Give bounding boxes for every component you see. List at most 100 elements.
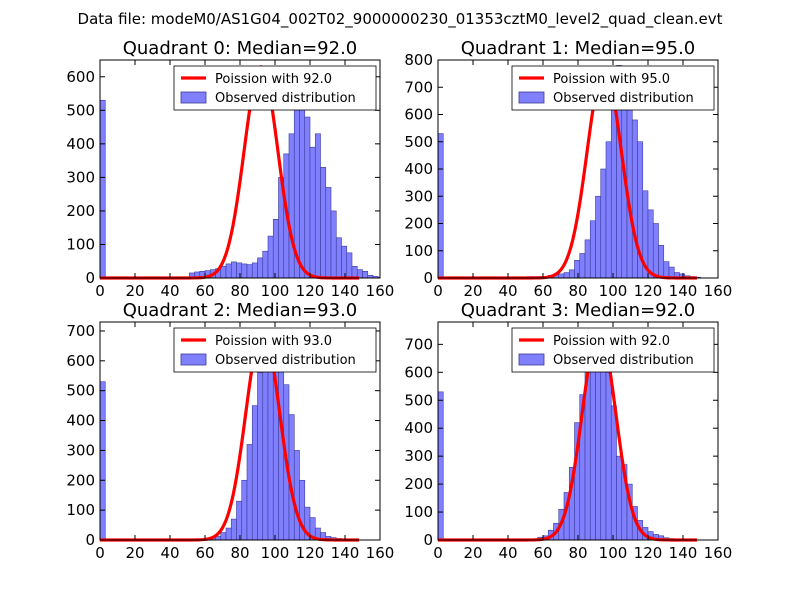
histogram-bar: [626, 86, 633, 279]
y-tick-label: 500: [66, 382, 95, 400]
legend-bar-swatch: [180, 353, 207, 366]
x-tick-label: 100: [599, 282, 628, 300]
legend-bar-swatch: [518, 91, 545, 104]
quadrant-3-bars: [437, 330, 680, 541]
y-tick-label: 400: [404, 160, 433, 178]
y-tick-label: 100: [404, 503, 433, 521]
x-tick-label: 120: [296, 282, 325, 300]
y-tick-label: 600: [404, 363, 433, 381]
figure-suptitle: Data file: modeM0/AS1G04_002T02_90000002…: [78, 10, 723, 29]
y-tick-label: 500: [66, 101, 95, 119]
x-tick-label: 40: [160, 544, 179, 562]
legend-bar-label: Observed distribution: [215, 353, 356, 368]
histogram-bar: [309, 146, 316, 279]
x-tick-label: 40: [498, 544, 517, 562]
legend-line-label: Poission with 93.0: [215, 334, 332, 349]
y-tick-label: 500: [404, 133, 433, 151]
x-tick-label: 0: [433, 544, 443, 562]
y-tick-label: 0: [423, 269, 433, 287]
histogram-bar: [293, 450, 300, 541]
quadrant-0-title: Quadrant 0: Median=92.0: [123, 38, 358, 59]
x-tick-label: 140: [331, 544, 360, 562]
histogram-bar: [225, 527, 232, 541]
histogram-bar: [314, 133, 321, 279]
histogram-bar: [99, 381, 106, 541]
histogram-bar: [220, 532, 227, 541]
y-tick-label: 100: [404, 242, 433, 260]
histogram-bar: [351, 265, 358, 279]
histogram-bar: [605, 372, 612, 541]
x-tick-label: 40: [498, 282, 517, 300]
histogram-bar: [574, 259, 581, 279]
histogram-bar: [246, 444, 253, 541]
legend-line-label: Poission with 92.0: [215, 72, 332, 87]
y-tick-label: 200: [66, 471, 95, 489]
x-tick-label: 140: [331, 282, 360, 300]
histogram-bar: [652, 223, 659, 279]
x-tick-label: 0: [95, 544, 105, 562]
legend-box: [173, 65, 377, 111]
quadrant-3-panel: Quadrant 3: Median=92.0 0 20 40 60 80 100 120 14…: [404, 300, 732, 562]
legend-bar-swatch: [518, 353, 545, 366]
legend-line-label: Poission with 95.0: [553, 72, 670, 87]
histogram-bar: [600, 168, 607, 279]
y-tick-label: 400: [404, 419, 433, 437]
y-tick-label: 200: [66, 202, 95, 220]
histogram-bar: [230, 518, 237, 541]
x-tick-label: 40: [160, 282, 179, 300]
x-tick-label: 0: [95, 282, 105, 300]
histogram-bar: [600, 344, 607, 541]
legend-box: [173, 327, 377, 373]
histogram-bar: [558, 273, 565, 279]
histogram-bar: [346, 252, 353, 279]
x-tick-label: 80: [230, 544, 249, 562]
histogram-bar: [236, 262, 243, 279]
y-tick-label: 100: [66, 501, 95, 519]
quadrant-3-title: Quadrant 3: Median=92.0: [461, 300, 696, 321]
histogram-bar: [663, 261, 670, 279]
x-tick-label: 20: [125, 282, 144, 300]
legend-bar-label: Observed distribution: [553, 353, 694, 368]
histogram-bar: [579, 253, 586, 279]
x-tick-label: 160: [704, 282, 733, 300]
histogram-bar: [262, 250, 269, 279]
legend-bar-label: Observed distribution: [553, 91, 694, 106]
x-tick-label: 80: [230, 282, 249, 300]
histogram-bar: [589, 220, 596, 279]
x-tick-label: 20: [463, 544, 482, 562]
histogram-bar: [335, 237, 342, 279]
y-tick-label: 600: [66, 352, 95, 370]
legend-bar-swatch: [180, 91, 207, 104]
x-tick-label: 20: [463, 282, 482, 300]
histogram-bar: [437, 391, 444, 541]
x-tick-label: 80: [568, 282, 587, 300]
quadrant-1-legend: Poission with 95.0 Observed distribution: [511, 65, 715, 111]
x-tick-label: 60: [533, 544, 552, 562]
y-tick-label: 0: [85, 531, 95, 549]
x-tick-label: 20: [125, 544, 144, 562]
x-tick-label: 60: [533, 282, 552, 300]
legend-line-label: Poission with 92.0: [553, 334, 670, 349]
histogram-bar: [568, 269, 575, 279]
histogram-bar: [647, 209, 654, 279]
histogram-bar: [631, 119, 638, 279]
x-tick-label: 160: [366, 544, 395, 562]
x-tick-label: 160: [704, 544, 733, 562]
y-tick-label: 800: [404, 51, 433, 69]
x-tick-label: 60: [195, 282, 214, 300]
histogram-bar: [341, 245, 348, 279]
x-tick-label: 120: [634, 544, 663, 562]
quadrant-1-panel: Quadrant 1: Median=95.0 0 20 40 60 80 100 120 14…: [404, 38, 732, 300]
histogram-bar: [610, 405, 617, 541]
y-tick-label: 700: [66, 322, 95, 340]
quadrant-3-legend: Poission with 92.0 Observed distribution: [511, 327, 715, 373]
histogram-bar: [584, 239, 591, 279]
histogram-bar: [325, 187, 332, 279]
x-tick-label: 0: [433, 282, 443, 300]
y-tick-label: 400: [66, 135, 95, 153]
y-tick-label: 0: [85, 269, 95, 287]
histogram-bar: [230, 261, 237, 279]
y-tick-label: 300: [404, 447, 433, 465]
histogram-bar: [362, 270, 369, 279]
